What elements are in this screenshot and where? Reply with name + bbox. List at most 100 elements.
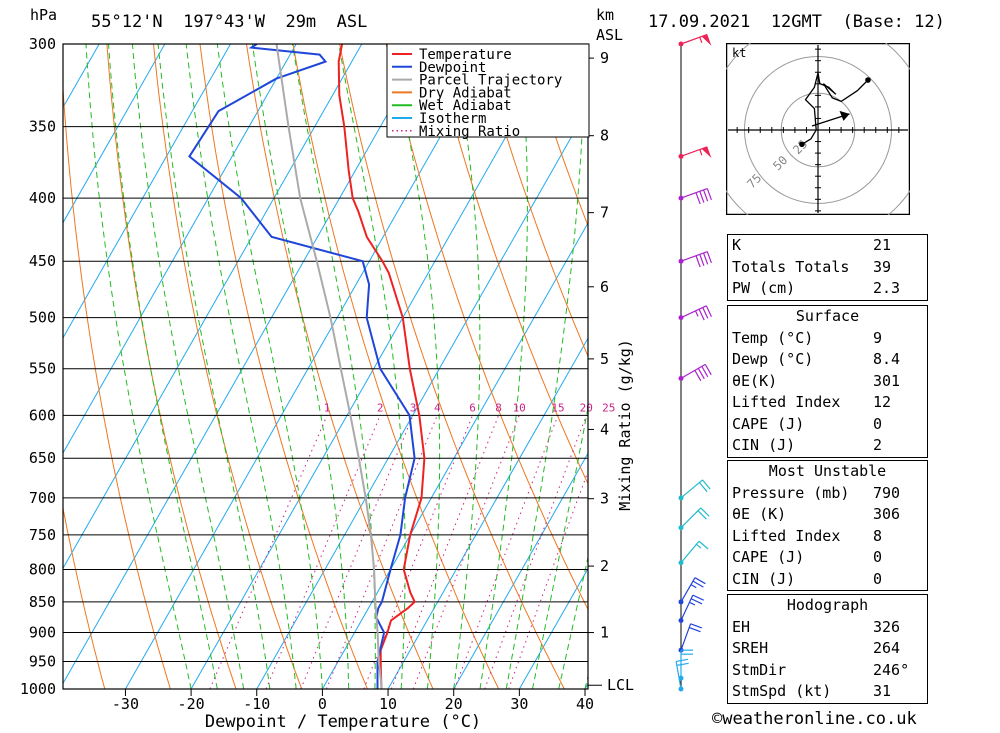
temp-tick-label: 40 — [576, 695, 594, 713]
pressure-tick-label: 650 — [29, 449, 56, 467]
km-tick-label: 1 — [600, 624, 609, 642]
most-unstable-row: CIN (J) 0 — [728, 569, 927, 591]
km-tick-label: 6 — [600, 278, 609, 296]
wind-barb-feather — [696, 543, 702, 549]
isotherm-line — [125, 44, 494, 689]
wind-barb-feather — [690, 584, 697, 589]
wind-barb-feather — [695, 255, 701, 268]
wind-barb — [678, 187, 712, 205]
isotherm-line — [63, 44, 428, 685]
mixing-ratio-label: 20 — [580, 401, 593, 414]
indices-table: K 21 Totals Totals 39 PW (cm) 2.3 — [727, 234, 928, 301]
isotherm-line — [453, 452, 588, 689]
hodograph-trace — [801, 72, 869, 145]
wind-barb — [678, 623, 703, 653]
temp-tick-label: 30 — [510, 695, 528, 713]
wind-barb-feather — [690, 623, 703, 629]
km-tick-label: 7 — [600, 204, 609, 222]
wet-adiabat-line — [505, 44, 585, 689]
mixing-ratio-label: 15 — [551, 401, 564, 414]
x-axis-title: Dewpoint / Temperature (°C) — [205, 712, 481, 732]
isotherm-line — [518, 567, 588, 689]
pressure-tick-label: 450 — [29, 252, 56, 270]
legend-label: Wet Adiabat — [419, 98, 512, 114]
legend-label: Parcel Trajectory — [419, 73, 562, 89]
mixing-ratio-line — [265, 415, 381, 689]
dry-adiabat-line — [63, 505, 106, 689]
dry-adiabat-line — [478, 44, 588, 358]
temp-tick-label: -30 — [112, 695, 139, 713]
mixing-ratio-line — [300, 415, 414, 689]
mixing-ratio-label: 1 — [324, 401, 331, 414]
wind-barb-shaft — [680, 305, 707, 319]
wind-barb — [678, 146, 712, 159]
mixing-ratio-label: 10 — [513, 401, 526, 414]
surface-value: 0 — [873, 414, 883, 433]
surface-row: Dewp (°C) 8.4 — [728, 349, 927, 371]
wind-barb-feather — [690, 598, 703, 605]
mixing-ratio-line — [484, 415, 587, 689]
most-unstable-row: Lifted Index 8 — [728, 526, 927, 548]
dry-adiabat-line — [945, 44, 1000, 689]
surface-table: Surface Temp (°C) 9 Dewp (°C) 8.4 θE(K) 301 Li… — [727, 305, 928, 458]
km-tick-label: 9 — [600, 49, 609, 67]
most-unstable-table: Most Unstable Pressure (mb) 790 θE (K) 306 L… — [727, 460, 928, 591]
hodograph-start-dot — [799, 141, 805, 148]
wind-barb-flag — [701, 34, 712, 46]
wind-barb-feather — [706, 188, 712, 201]
mixing-ratio-label: 3 — [410, 401, 417, 414]
surface-row: Temp (°C) 9 — [728, 328, 927, 350]
wind-barb-feather — [702, 189, 709, 202]
most-unstable-row: CAPE (J) 0 — [728, 547, 927, 569]
wind-barb-feather — [701, 366, 709, 378]
surface-key: Dewp (°C) — [732, 350, 814, 368]
wind-barb-feather — [699, 254, 705, 266]
dry-adiabat-line — [292, 44, 500, 689]
surface-value: 2 — [873, 436, 883, 454]
mixing-ratio-label: 6 — [469, 401, 476, 414]
surface-row: θE(K) 301 — [728, 371, 927, 393]
index-value: 2.3 — [873, 279, 901, 297]
wind-barb-shaft — [680, 623, 692, 651]
mixing-ratio-line — [325, 415, 438, 689]
wet-adiabat-line — [131, 44, 245, 689]
plot-frame — [62, 43, 589, 690]
wind-barb-feather — [702, 307, 709, 319]
most-unstable-key: Pressure (mb) — [732, 483, 850, 502]
surface-key: CIN (J) — [732, 436, 796, 454]
pressure-tick-label: 800 — [29, 560, 56, 578]
wind-barb-feather — [689, 627, 701, 633]
pressure-tick-label: 950 — [29, 653, 56, 671]
wind-barb-feather — [699, 36, 703, 44]
isotherm-line — [63, 44, 166, 224]
wind-barb — [678, 305, 712, 321]
wind-barb-feather — [692, 594, 704, 601]
hodograph-param-value: 246° — [873, 660, 910, 679]
wet-adiabat-line — [108, 44, 218, 689]
isotherm-line — [387, 337, 588, 689]
isotherm-line — [321, 222, 588, 689]
isotherm-line — [63, 44, 297, 455]
wind-barb-feather — [692, 580, 704, 588]
wind-barb-feather — [702, 252, 709, 265]
surface-key: Temp (°C) — [732, 328, 814, 347]
wind-barb-feather — [697, 510, 707, 520]
hodograph-param-key: EH — [732, 617, 751, 636]
wind-barb-feather — [697, 368, 705, 380]
wind-barb-feather — [701, 479, 711, 490]
mixing-ratio-line — [390, 415, 500, 689]
surface-key: CAPE (J) — [732, 414, 805, 433]
hodograph-param-value: 326 — [873, 617, 901, 636]
wind-barb-shaft — [680, 187, 708, 199]
hodograph-param-row: SREH 264 — [728, 638, 927, 660]
wind-barb-feather — [706, 251, 712, 264]
pressure-unit-label: hPa — [30, 6, 58, 24]
most-unstable-value: 790 — [873, 483, 901, 502]
wind-barb-feather — [698, 482, 708, 493]
dry-adiabat-line — [339, 44, 565, 689]
mixing-ratio-label: 4 — [434, 401, 441, 414]
hodograph-unit-label: kt — [732, 46, 746, 60]
wind-barb-feather — [694, 577, 706, 585]
wind-barb-feather — [699, 149, 703, 156]
wind-barb — [675, 658, 689, 692]
